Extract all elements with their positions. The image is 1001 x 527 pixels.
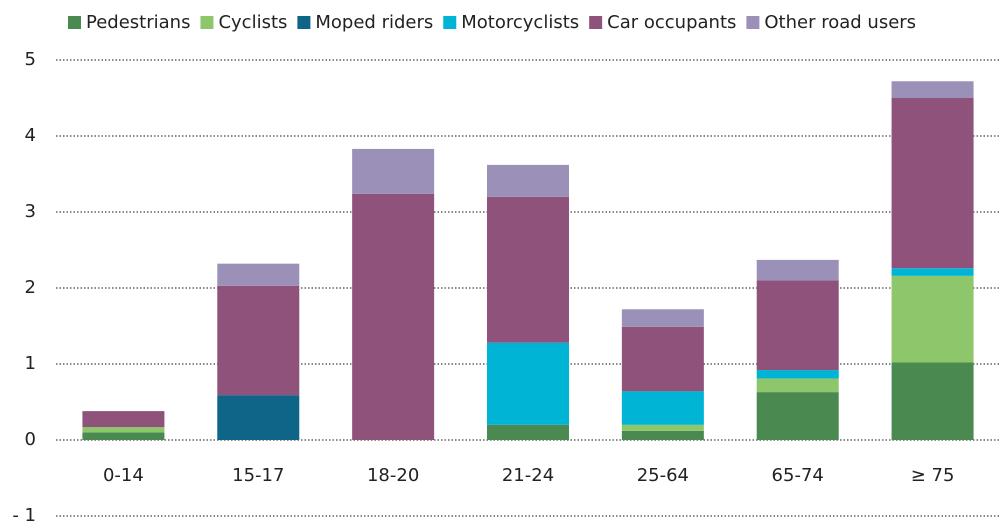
x-tick-label: 21-24 (502, 465, 554, 486)
legend-label: Cyclists (218, 12, 287, 33)
bar-segment (891, 275, 974, 363)
bar-segment (621, 326, 704, 392)
bar-segment (82, 411, 165, 428)
bar-segment (891, 81, 974, 98)
x-tick-label: 65-74 (772, 465, 824, 486)
y-tick-label: 4 (25, 125, 36, 146)
bar-segment (621, 430, 704, 440)
legend-label: Car occupants (607, 12, 736, 33)
bar-segment (891, 268, 974, 276)
legend-label: Moped riders (315, 12, 433, 33)
y-tick-label: 0 (25, 429, 36, 450)
bar-segment (891, 362, 974, 440)
bar-segment (487, 196, 569, 343)
bar-segment (891, 98, 974, 269)
bar-segment (82, 427, 165, 433)
legend-swatch (200, 16, 214, 29)
x-tick-label: 25-64 (637, 465, 689, 486)
x-tick-label: 0-14 (103, 465, 144, 486)
bar-segment (487, 342, 569, 425)
bar-segment (756, 280, 839, 371)
bar-segment (621, 391, 704, 425)
bar-segment (487, 164, 569, 197)
bar-segment (756, 259, 839, 281)
x-tick-label: ≥ 75 (911, 465, 955, 486)
legend-swatch (68, 16, 81, 29)
bar-segment (756, 378, 839, 393)
bar-segment (217, 395, 300, 440)
legend-label: Motorcyclists (461, 12, 579, 33)
bar-segment (756, 370, 839, 379)
bar-segment (352, 193, 435, 440)
y-tick-label: 5 (25, 49, 36, 70)
legend-swatch (746, 16, 760, 29)
y-tick-label: 1 (25, 353, 36, 374)
y-tick-label: 3 (25, 201, 36, 222)
bar-segment (82, 432, 165, 440)
legend-label: Other road users (764, 12, 916, 33)
legend-swatch (589, 16, 603, 29)
bar-segment (352, 148, 435, 194)
bar-segment (621, 309, 704, 327)
legend-swatch (443, 16, 457, 29)
legend-label: Pedestrians (86, 12, 190, 33)
bar-segment (217, 263, 300, 286)
bar-segment (621, 424, 704, 431)
y-tick-label: - 1 (12, 505, 36, 523)
x-tick-label: 18-20 (367, 465, 419, 486)
legend-swatch (297, 16, 311, 29)
bar-segment (487, 424, 569, 440)
bar-segment (217, 285, 300, 396)
y-tick-label: 2 (25, 277, 36, 298)
x-tick-label: 15-17 (232, 465, 284, 486)
bar-segment (756, 392, 839, 440)
